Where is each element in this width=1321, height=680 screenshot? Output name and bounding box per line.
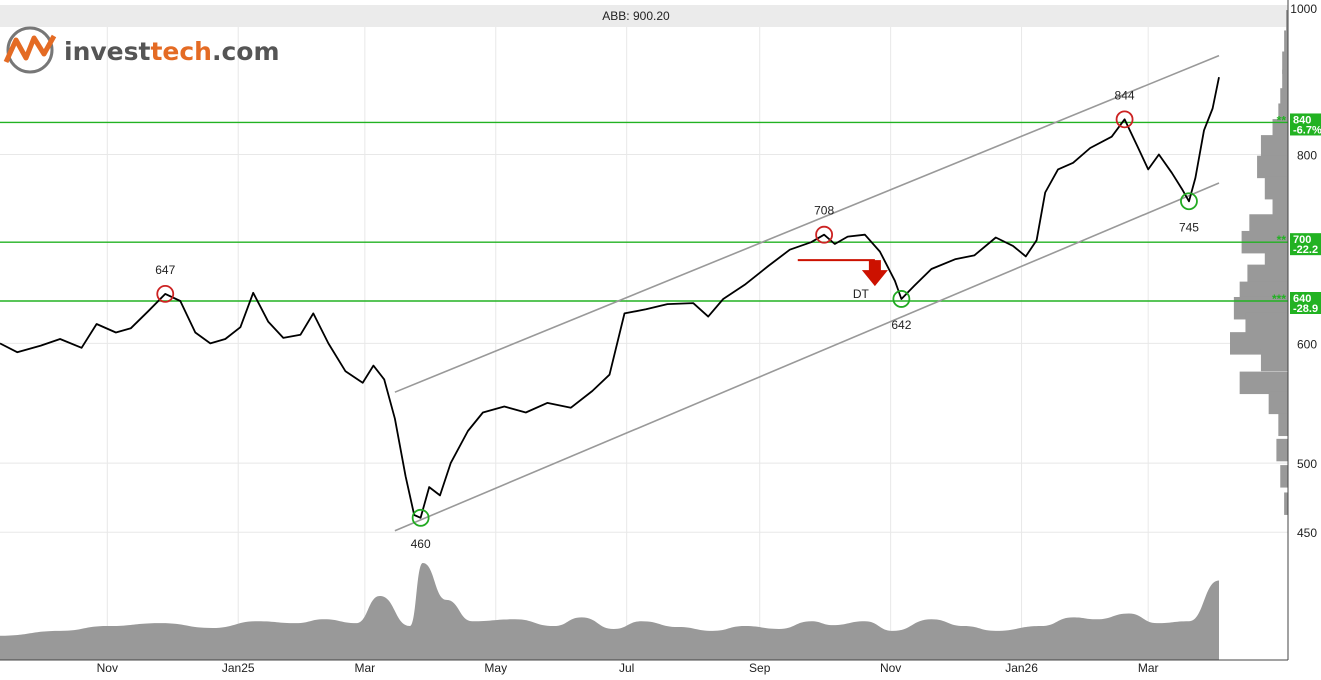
top-marker bbox=[1115, 110, 1134, 129]
sell-signal: DT bbox=[797, 259, 888, 301]
x-tick-label: Mar bbox=[355, 661, 376, 675]
volume-profile-bar bbox=[1282, 69, 1288, 93]
x-tick-label: Sep bbox=[749, 661, 771, 675]
extreme-label: 642 bbox=[891, 318, 911, 332]
level-value: 640 bbox=[1293, 293, 1311, 305]
x-tick-label: May bbox=[484, 661, 507, 675]
volume-profile-bar bbox=[1247, 264, 1288, 288]
level-stars: ** bbox=[1277, 233, 1287, 247]
logo: investtech.com bbox=[3, 26, 280, 74]
channel-lower-line bbox=[394, 182, 1220, 532]
logo-suffix: tech bbox=[150, 37, 212, 66]
signal-label: DT bbox=[853, 287, 870, 301]
level-label-box bbox=[1290, 233, 1321, 256]
support-resistance-lines bbox=[0, 121, 1288, 302]
level-stars: ** bbox=[1277, 113, 1287, 127]
volume-profile-bar bbox=[1239, 371, 1288, 395]
volume-profile-bar bbox=[1284, 30, 1288, 53]
extreme-label: 745 bbox=[1179, 220, 1199, 234]
logo-text: investtech.com bbox=[64, 37, 280, 66]
volume-profile-bar bbox=[1278, 413, 1288, 437]
title-bar bbox=[0, 5, 1288, 27]
x-tick-label: Jul bbox=[619, 661, 634, 675]
level-stars: *** bbox=[1272, 292, 1286, 306]
level-percent: -28.9 bbox=[1293, 303, 1318, 315]
level-label-box bbox=[1290, 113, 1321, 136]
volume-profile-bar bbox=[1276, 438, 1288, 462]
investtech-logo-icon bbox=[3, 26, 57, 74]
extreme-markers: 647 460 708 642 844 745 bbox=[155, 88, 1199, 550]
logo-prefix: invest bbox=[64, 37, 150, 66]
volume-profile-bar bbox=[1282, 51, 1288, 74]
level-percent: -22.2 bbox=[1293, 244, 1318, 256]
volume-area-shape bbox=[0, 563, 1219, 660]
volume-profile-bar bbox=[1264, 176, 1288, 200]
volume-profile-bar bbox=[1272, 196, 1288, 219]
volume-profile-bar bbox=[1260, 348, 1288, 372]
x-tick-label: Jan25 bbox=[222, 661, 255, 675]
y-tick-label: 500 bbox=[1297, 457, 1317, 471]
volume-profile-bar bbox=[1286, 10, 1288, 33]
y-axis: 450 500 600 800 1000 bbox=[1287, 0, 1317, 660]
price-series bbox=[0, 77, 1220, 519]
extreme-label: 647 bbox=[155, 263, 175, 277]
volume-profile-bar bbox=[1245, 312, 1288, 336]
signal-down-arrow bbox=[861, 260, 888, 287]
volume-area bbox=[0, 563, 1219, 660]
volume-profile-bar bbox=[1284, 492, 1288, 515]
bottom-marker bbox=[892, 290, 911, 308]
volume-profile-bar bbox=[1257, 155, 1288, 179]
x-tick-label: Jan26 bbox=[1005, 661, 1038, 675]
channel-upper-line bbox=[394, 54, 1220, 393]
volume-profile-bar bbox=[1280, 465, 1288, 488]
trend-channel bbox=[394, 54, 1220, 532]
top-marker bbox=[815, 225, 834, 244]
y-tick-label: 800 bbox=[1297, 149, 1317, 163]
top-marker bbox=[156, 284, 175, 303]
level-percent: -6.7% bbox=[1293, 124, 1321, 136]
volume-profile-bar bbox=[1268, 391, 1288, 415]
y-tick-label: 450 bbox=[1297, 526, 1317, 540]
bottom-marker bbox=[411, 508, 430, 527]
x-axis: Nov Jan25 Mar May Jul Sep Nov Jan26 Mar bbox=[0, 659, 1288, 675]
extreme-label: 708 bbox=[814, 204, 834, 218]
extreme-label: 460 bbox=[411, 537, 431, 551]
level-value: 700 bbox=[1293, 234, 1311, 246]
x-tick-label: Nov bbox=[880, 661, 901, 675]
y-tick-label: 1000 bbox=[1290, 2, 1317, 16]
price-line bbox=[0, 77, 1220, 519]
x-tick-label: Nov bbox=[97, 661, 118, 675]
logo-domain: .com bbox=[212, 37, 280, 66]
volume-profile-bar bbox=[1280, 88, 1288, 111]
volume-profile-bar bbox=[1278, 103, 1288, 126]
level-label-box bbox=[1290, 292, 1321, 315]
y-tick-label: 600 bbox=[1297, 337, 1317, 351]
bottom-marker bbox=[1180, 192, 1198, 211]
level-value: 840 bbox=[1293, 114, 1311, 126]
volume-profile bbox=[1230, 10, 1288, 515]
chart-title: ABB: 900.20 bbox=[602, 9, 670, 23]
x-tick-label: Mar bbox=[1138, 661, 1159, 675]
volume-profile-bar bbox=[1260, 135, 1288, 158]
level-labels: ** 840-6.7% ** 700-22.2 *** 640-28.9 bbox=[1272, 113, 1321, 315]
extreme-label: 844 bbox=[1115, 88, 1135, 102]
